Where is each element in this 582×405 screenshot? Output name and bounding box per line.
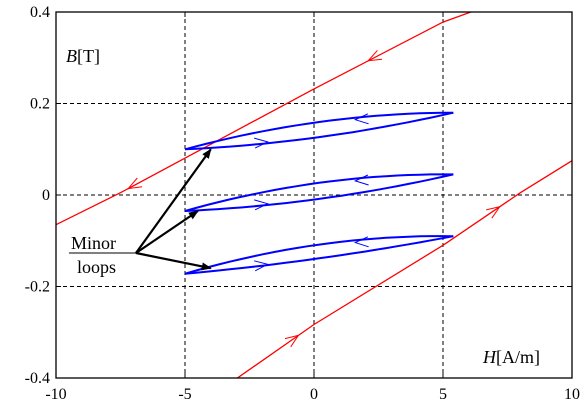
- x-axis-label-unit: [A/m]: [496, 347, 540, 367]
- minor-loop-upper: [184, 111, 454, 151]
- y-tick-label: 0.2: [30, 96, 50, 113]
- x-tick-label: 10: [564, 386, 580, 403]
- y-tick-label: -0.2: [25, 279, 50, 296]
- direction-arrow: [126, 177, 143, 190]
- y-axis-label-symbol: B: [66, 46, 77, 66]
- direction-arrow: [353, 174, 369, 186]
- x-tick-label: 0: [310, 386, 318, 403]
- x-tick-label: -10: [45, 386, 66, 403]
- minor-loop-lower: [184, 111, 454, 151]
- direction-arrow: [253, 260, 269, 272]
- minor-loops: [184, 111, 454, 275]
- direction-arrow: [254, 137, 269, 149]
- direction-arrows: [126, 50, 501, 348]
- direction-arrow: [366, 50, 383, 62]
- annotation-arrow: [135, 210, 199, 254]
- minor-loop-lower: [184, 173, 454, 212]
- annotation-arrow: [135, 251, 212, 271]
- tick-labels: -10 -5 0 5 10 -0.4 -0.2 0 0.2 0.4: [25, 4, 580, 403]
- minor-loop-lower: [184, 235, 454, 275]
- major-loop-branch: [56, 12, 473, 226]
- y-axis-label-unit: [T]: [77, 46, 100, 66]
- y-tick-label: 0.4: [30, 4, 50, 21]
- grid-lines: [56, 12, 572, 378]
- y-axis-label: B[T]: [66, 46, 100, 66]
- y-tick-label: -0.4: [25, 370, 50, 387]
- x-tick-label: -5: [178, 386, 191, 403]
- minor-loop-upper: [184, 173, 454, 212]
- annotation-line-2: loops: [77, 257, 116, 277]
- annotation-line-1: Minor: [71, 233, 116, 253]
- annotation-arrows: [135, 148, 212, 271]
- annotation-arrow: [135, 148, 212, 254]
- x-axis-label: H[A/m]: [482, 347, 540, 367]
- plot-frame: [55, 11, 573, 379]
- major-loop: [56, 12, 572, 378]
- direction-arrow: [284, 334, 300, 348]
- direction-arrow: [353, 236, 369, 248]
- direction-arrow: [486, 205, 501, 219]
- minor-loop-upper: [184, 235, 454, 275]
- minor-loops-annotation: Minor loops: [69, 148, 212, 277]
- major-loop-branch: [236, 160, 572, 378]
- direction-arrow: [353, 113, 369, 125]
- y-tick-label: 0: [42, 187, 50, 204]
- x-tick-label: 5: [439, 386, 447, 403]
- x-axis-label-symbol: H: [482, 347, 497, 367]
- direction-arrow: [254, 199, 269, 211]
